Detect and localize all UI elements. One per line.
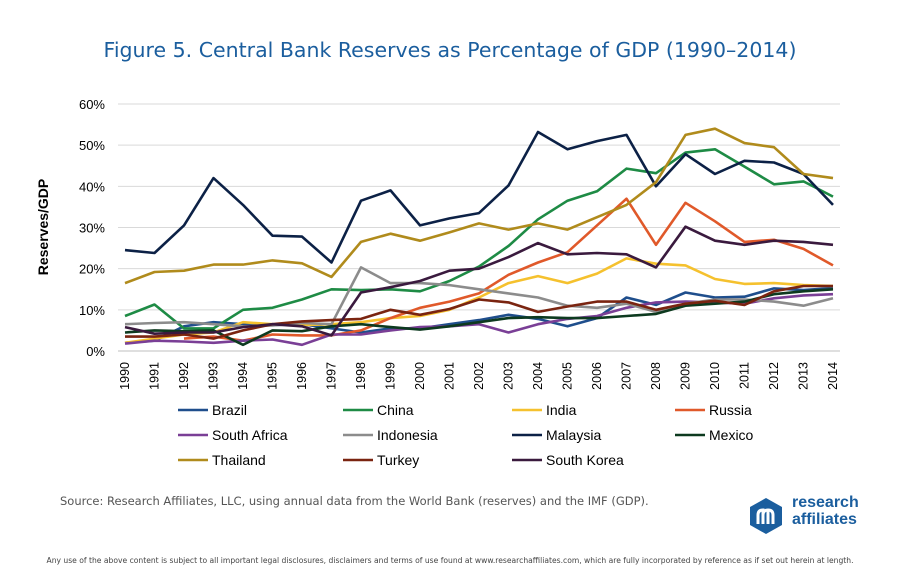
- legend-label: South Africa: [212, 427, 288, 443]
- series-line-brazil: [124, 286, 834, 345]
- legend: Brazil China India Russia South Africa Indone…: [178, 402, 754, 468]
- logo-line-2: affiliates: [792, 511, 857, 528]
- x-tick-label: 1995: [266, 362, 280, 390]
- legend-label: Mexico: [709, 427, 754, 443]
- x-axis-ticks: 1990 1991 1992 1993 1994 1995 1996 1997 1998 1999…: [118, 362, 840, 390]
- series-line-mexico: [124, 288, 834, 347]
- series-line-malaysia: [124, 130, 834, 264]
- series-line-south-korea: [124, 225, 834, 337]
- series-line-china: [124, 148, 834, 330]
- legend-label: Thailand: [212, 452, 266, 468]
- legend-label: South Korea: [546, 452, 624, 468]
- x-tick-label: 2012: [767, 362, 781, 390]
- y-tick-label: 0%: [86, 344, 105, 359]
- x-tick-label: 2009: [679, 362, 693, 390]
- x-tick-label: 1993: [207, 362, 221, 390]
- x-tick-label: 2007: [620, 362, 634, 390]
- x-tick-label: 2011: [738, 362, 752, 389]
- x-tick-label: 2006: [590, 362, 604, 390]
- line-chart: 0%10%20%30%40%50%60% 1990 1991 1992 1993 199…: [35, 97, 840, 468]
- x-tick-label: 2005: [561, 362, 575, 390]
- source-note: Source: Research Affiliates, LLC, using …: [60, 494, 649, 508]
- series-line-russia: [183, 197, 834, 342]
- series-line-turkey: [125, 284, 833, 340]
- x-tick-label: 1990: [118, 362, 132, 390]
- legend-label: Malaysia: [546, 427, 601, 443]
- logo-mark-icon: [750, 498, 782, 534]
- x-tick-label: 1994: [236, 362, 250, 390]
- x-tick-label: 1999: [384, 362, 398, 390]
- x-tick-label: 2014: [826, 362, 840, 390]
- legend-label: India: [546, 402, 577, 418]
- y-tick-label: 20%: [79, 262, 105, 277]
- legend-label: Russia: [709, 402, 752, 418]
- legend-label: China: [377, 402, 414, 418]
- x-tick-label: 2003: [502, 362, 516, 390]
- research-affiliates-logo: research affiliates: [746, 492, 876, 536]
- x-tick-label: 2002: [472, 362, 486, 390]
- logo-wordmark: research affiliates: [792, 494, 859, 528]
- chart-title: Figure 5. Central Bank Reserves as Perce…: [103, 38, 797, 62]
- legal-disclaimer: Any use of the above content is subject …: [46, 556, 854, 565]
- x-tick-label: 2004: [531, 362, 545, 390]
- y-tick-label: 50%: [79, 138, 105, 153]
- logo-line-1: research: [792, 494, 859, 511]
- x-tick-label: 2010: [708, 362, 722, 390]
- legend-label: Indonesia: [377, 427, 438, 443]
- x-tick-label: 2000: [413, 362, 427, 390]
- x-tick-label: 2008: [649, 362, 663, 390]
- x-tick-label: 1998: [354, 362, 368, 390]
- x-tick-label: 1991: [148, 362, 162, 390]
- series-line-thailand: [124, 127, 834, 285]
- x-tick-label: 1997: [325, 362, 339, 390]
- x-tick-label: 1992: [177, 362, 191, 390]
- series-lines: [124, 127, 834, 347]
- x-tick-label: 2013: [797, 362, 811, 390]
- gridlines: [118, 103, 840, 311]
- legend-label: Turkey: [377, 452, 419, 468]
- y-tick-label: 40%: [79, 179, 105, 194]
- y-tick-label: 30%: [79, 221, 105, 236]
- y-axis-label: Reserves/GDP: [35, 179, 51, 276]
- y-tick-label: 60%: [79, 97, 105, 112]
- legend-label: Brazil: [212, 402, 247, 418]
- series-line-india: [124, 257, 834, 345]
- y-axis-ticks: 0% 10% 20% 30% 40% 50% 60%: [79, 97, 105, 359]
- x-tick-label: 2001: [443, 362, 457, 390]
- x-tick-label: 1996: [295, 362, 309, 390]
- y-tick-label: 10%: [79, 303, 105, 318]
